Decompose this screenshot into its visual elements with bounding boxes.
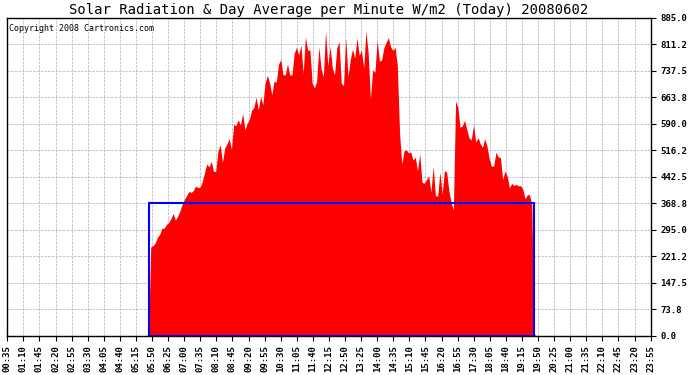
Bar bbox=[148, 203, 534, 336]
Text: Copyright 2008 Cartronics.com: Copyright 2008 Cartronics.com bbox=[8, 24, 154, 33]
Title: Solar Radiation & Day Average per Minute W/m2 (Today) 20080602: Solar Radiation & Day Average per Minute… bbox=[69, 3, 589, 17]
